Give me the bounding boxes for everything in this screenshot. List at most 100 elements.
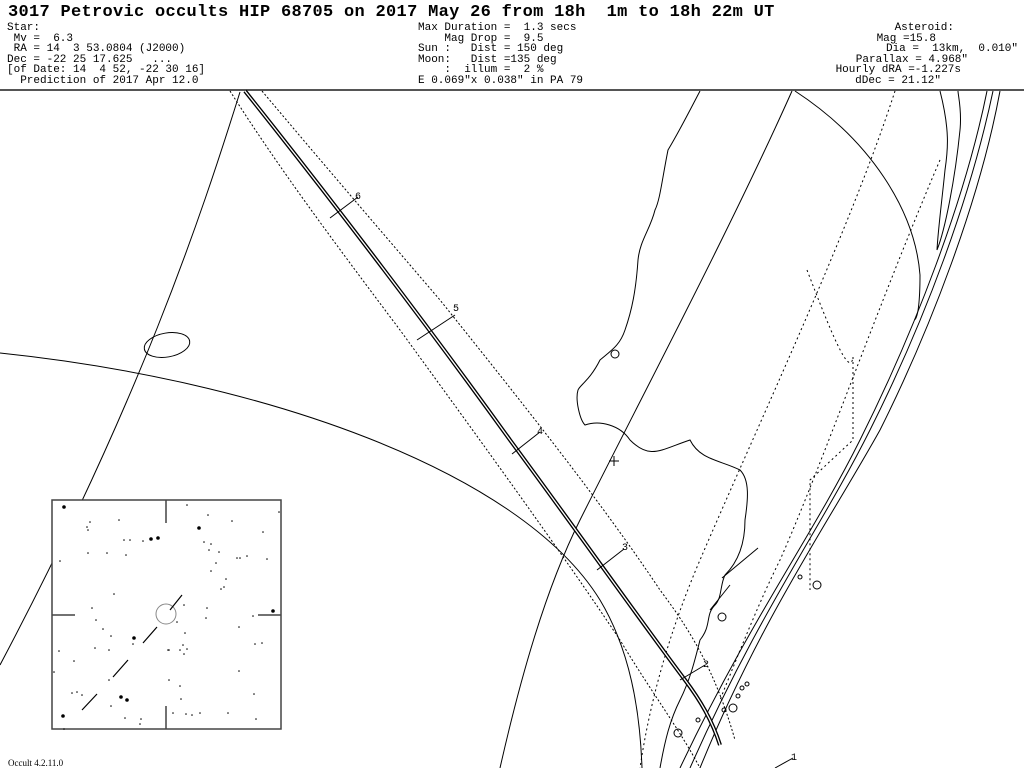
city-marker bbox=[610, 349, 620, 359]
grid-line-diagonal bbox=[499, 90, 793, 768]
star-dot bbox=[73, 660, 75, 662]
star-dot bbox=[183, 653, 185, 655]
star-heading: Star: bbox=[7, 22, 41, 34]
star-dot bbox=[180, 698, 182, 700]
star-dot bbox=[168, 649, 170, 651]
star-dot bbox=[95, 619, 97, 621]
star-dot bbox=[89, 521, 91, 523]
star-dot bbox=[238, 626, 240, 628]
star-dot bbox=[271, 609, 275, 613]
moon-illum: : illum = 2 % bbox=[418, 64, 544, 76]
star-dot bbox=[139, 723, 141, 725]
star-of-date: [of Date: 14 4 52, -22 30 16] bbox=[7, 64, 206, 76]
star-dot bbox=[179, 685, 181, 687]
star-dot bbox=[184, 632, 186, 634]
star-dot bbox=[210, 570, 212, 572]
star-dot bbox=[76, 691, 78, 693]
map-title: 3017 Petrovic occults HIP 68705 on 2017 … bbox=[8, 3, 775, 22]
star-dot bbox=[186, 504, 188, 506]
time-mark-5: 5 bbox=[453, 304, 459, 315]
time-mark-1: 1 bbox=[791, 753, 797, 764]
time-mark-2: 2 bbox=[703, 660, 709, 671]
mag-drop: Mag Drop = 9.5 bbox=[418, 32, 544, 45]
time-mark-3: 3 bbox=[622, 543, 628, 554]
star-dot bbox=[183, 604, 185, 606]
star-chart-inset bbox=[51, 499, 282, 730]
star-dot bbox=[236, 557, 238, 559]
time-mark-4: 4 bbox=[537, 427, 543, 438]
star-dot bbox=[199, 712, 201, 714]
star-dot bbox=[207, 514, 209, 516]
star-dot bbox=[61, 714, 65, 718]
asteroid-motion-track bbox=[81, 594, 183, 711]
star-dot bbox=[254, 643, 256, 645]
star-dot bbox=[124, 717, 126, 719]
star-dot bbox=[239, 557, 241, 559]
moon-distance: Moon: Dist =135 deg bbox=[418, 53, 557, 66]
star-dot bbox=[108, 679, 110, 681]
earth-limb bbox=[699, 90, 1001, 768]
error-ellipse-marker bbox=[143, 332, 191, 358]
grid-curve-lower bbox=[0, 352, 643, 768]
event-info: Max Duration = 1.3 secs Mag Drop = 9.5 Su… bbox=[418, 23, 583, 86]
star-info: Star: Mv = 6.3 RA = 14 3 53.0804 (J2000)… bbox=[7, 23, 205, 86]
star-dot bbox=[227, 712, 229, 714]
star-dot bbox=[108, 649, 110, 651]
star-dot bbox=[266, 558, 268, 560]
asteroid-info: Asteroid: Mag =15.8 Dia = 13km, 0.010" Para… bbox=[836, 23, 1018, 86]
software-version: Occult 4.2.11.0 bbox=[8, 758, 64, 768]
prediction-date: Prediction of 2017 Apr 12.0 bbox=[7, 74, 199, 87]
star-dot bbox=[179, 649, 181, 651]
max-duration: Max Duration = 1.3 secs bbox=[418, 22, 577, 34]
star-dot bbox=[205, 617, 207, 619]
star-dot bbox=[231, 520, 233, 522]
star-dot bbox=[215, 562, 217, 564]
star-dot bbox=[118, 519, 120, 521]
star-dot bbox=[71, 692, 73, 694]
time-ticks bbox=[329, 196, 794, 768]
terminator-arc bbox=[794, 90, 921, 321]
star-dot bbox=[94, 647, 96, 649]
star-dot bbox=[125, 698, 129, 702]
star-dot bbox=[125, 554, 127, 556]
path-limit-south bbox=[229, 90, 701, 768]
star-dec: Dec = -22 25 17.625 ... bbox=[7, 53, 173, 66]
star-dot bbox=[123, 539, 125, 541]
star-ra: RA = 14 3 53.0804 (J2000) bbox=[7, 43, 186, 55]
star-dot bbox=[142, 540, 144, 542]
star-dot bbox=[208, 549, 210, 551]
star-dot bbox=[255, 718, 257, 720]
star-dot bbox=[102, 628, 104, 630]
star-dot bbox=[59, 560, 61, 562]
star-dot bbox=[110, 635, 112, 637]
star-dot bbox=[186, 648, 188, 650]
star-dot bbox=[191, 714, 193, 716]
star-dot bbox=[225, 578, 227, 580]
star-dot bbox=[81, 694, 83, 696]
star-dot bbox=[62, 505, 66, 509]
star-dot bbox=[91, 607, 93, 609]
star-dot bbox=[246, 555, 248, 557]
star-dot bbox=[210, 543, 212, 545]
star-dot bbox=[106, 552, 108, 554]
cross-marker bbox=[609, 456, 619, 466]
star-dot bbox=[253, 693, 255, 695]
star-dot bbox=[87, 529, 89, 531]
sun-distance: Sun : Dist = 150 deg bbox=[418, 43, 564, 55]
star-dot bbox=[168, 679, 170, 681]
star-dot bbox=[53, 671, 55, 673]
star-dot bbox=[63, 728, 65, 730]
asteroid-ddec: dDec = 21.12" bbox=[855, 74, 941, 87]
star-dot bbox=[87, 552, 89, 554]
star-mv: Mv = 6.3 bbox=[7, 32, 74, 45]
target-star-circle bbox=[155, 603, 177, 625]
star-dot bbox=[203, 541, 205, 543]
star-dot bbox=[197, 526, 201, 530]
star-dot bbox=[206, 607, 208, 609]
star-dot bbox=[278, 511, 280, 513]
coastline bbox=[576, 90, 748, 768]
star-dot bbox=[110, 705, 112, 707]
star-dot bbox=[220, 588, 222, 590]
star-dot bbox=[218, 551, 220, 553]
